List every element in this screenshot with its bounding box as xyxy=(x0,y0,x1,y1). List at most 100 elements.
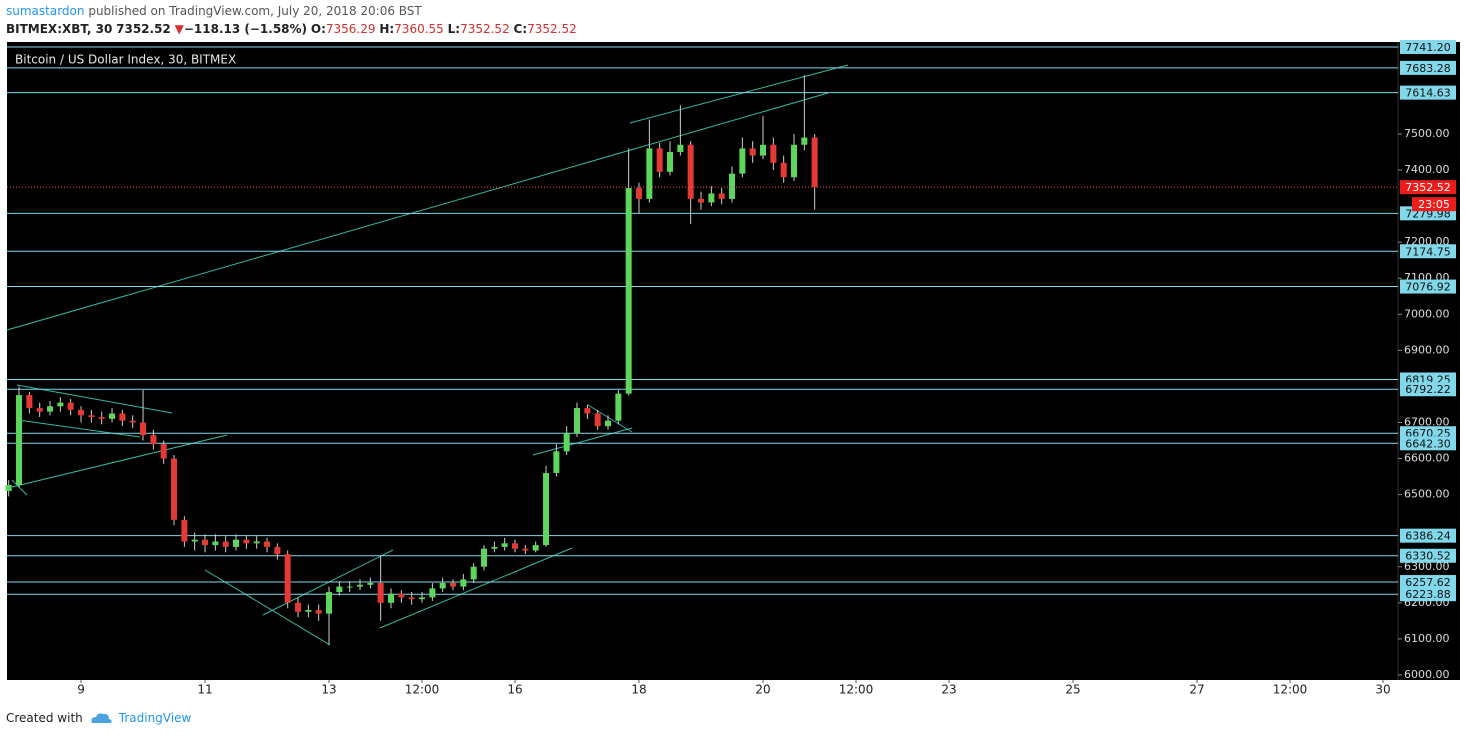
logo-cloud xyxy=(91,713,112,723)
candle-body xyxy=(326,592,333,614)
candle-body xyxy=(315,610,322,614)
level-label-box xyxy=(1400,528,1456,543)
l-label: L: xyxy=(447,22,461,36)
trend-line xyxy=(629,64,849,124)
candle-body xyxy=(129,420,136,423)
candle-body xyxy=(656,148,663,172)
y-tick-label: 6900.00 xyxy=(1404,343,1450,356)
candle-body xyxy=(181,519,188,542)
candle-body xyxy=(305,610,312,612)
x-tick-label: 20 xyxy=(755,683,770,697)
chart: Bitcoin / US Dollar Index, 30, BITMEX 60… xyxy=(5,39,1460,702)
candle-body xyxy=(202,539,209,546)
candle-body xyxy=(646,148,653,199)
candle-body xyxy=(532,545,539,551)
candle-body xyxy=(718,193,725,199)
o: 7356.29 xyxy=(325,22,376,36)
last: 7352.52 xyxy=(116,22,171,36)
candle-body xyxy=(26,395,33,409)
candle-body xyxy=(222,541,229,547)
y-tick-label: 7400.00 xyxy=(1404,163,1450,176)
candle-body xyxy=(667,152,674,172)
y-tick-label: 6600.00 xyxy=(1404,452,1450,465)
y-tick-label: 6500.00 xyxy=(1404,488,1450,501)
c: 7352.52 xyxy=(527,22,577,36)
candle-body xyxy=(284,554,291,603)
candle-body xyxy=(171,458,178,520)
candle-body xyxy=(98,417,105,419)
h-label: H: xyxy=(379,22,395,36)
footer-created: Created with xyxy=(6,711,83,725)
x-tick-label: 12:00 xyxy=(1273,683,1308,697)
candle-body xyxy=(212,541,219,546)
candle-body xyxy=(408,597,415,600)
h: 7360.55 xyxy=(394,22,444,36)
candle-body xyxy=(563,433,570,452)
candle-body xyxy=(295,602,302,612)
candle-body xyxy=(264,541,271,547)
candle-body xyxy=(501,543,508,547)
author[interactable]: sumastardon xyxy=(6,4,85,18)
candle-body xyxy=(512,543,519,549)
x-tick-label: 18 xyxy=(631,683,646,697)
y-tick-label: 7000.00 xyxy=(1404,307,1450,320)
candle-body xyxy=(16,395,23,485)
countdown-box xyxy=(1412,197,1456,212)
candle-body xyxy=(346,586,353,588)
candle-body xyxy=(336,586,343,592)
candle-body xyxy=(357,584,364,587)
x-tick-label: 23 xyxy=(941,683,956,697)
header-line-1: sumastardon published on TradingView.com… xyxy=(6,4,422,18)
countdown: 23:05 xyxy=(1418,198,1450,211)
x-tick-label: 9 xyxy=(77,683,85,697)
candle-body xyxy=(739,148,746,174)
y-tick-label: 6700.00 xyxy=(1404,415,1450,428)
x-tick-label: 30 xyxy=(1375,683,1390,697)
footer-brand[interactable]: TradingView xyxy=(118,711,192,725)
symbol: BITMEX:XBT, 30 xyxy=(6,22,113,36)
candle-body xyxy=(460,579,467,587)
candle-body xyxy=(574,408,581,434)
candle-body xyxy=(594,413,601,427)
candle-body xyxy=(367,582,374,585)
candle-body xyxy=(388,593,395,603)
level-label: 7741.20 xyxy=(1405,41,1451,54)
candle-body xyxy=(88,415,95,418)
candle-body xyxy=(398,593,405,598)
level-label: 7076.92 xyxy=(1405,281,1451,294)
candle-body xyxy=(791,144,798,178)
x-tick-label: 11 xyxy=(197,683,212,697)
level-label: 6330.52 xyxy=(1405,550,1451,563)
candle-body xyxy=(419,597,426,600)
o-label: O: xyxy=(310,22,326,36)
candle-body xyxy=(801,137,808,145)
candle-body xyxy=(78,409,85,416)
candle-body xyxy=(553,451,560,473)
candle-body xyxy=(605,420,612,427)
candle-body xyxy=(191,539,198,542)
candle-body xyxy=(636,188,643,199)
candle-body xyxy=(811,137,818,188)
candle-body xyxy=(481,548,488,567)
candle-body xyxy=(47,406,54,412)
candle-body xyxy=(274,546,281,555)
trend-line xyxy=(6,92,829,331)
level-label-box xyxy=(1400,279,1456,294)
candle-body xyxy=(522,548,529,551)
time-axis xyxy=(7,680,1460,702)
candle-body xyxy=(770,144,777,163)
candle-body xyxy=(57,402,64,407)
x-tick-label: 12:00 xyxy=(405,683,440,697)
candle-body xyxy=(470,566,477,580)
candle-body xyxy=(698,198,705,203)
x-tick-label: 16 xyxy=(507,683,522,697)
trend-line xyxy=(532,427,633,456)
level-label: 6386.24 xyxy=(1405,530,1451,543)
x-tick-label: 12:00 xyxy=(839,683,874,697)
candle-body xyxy=(150,435,157,445)
published: published on TradingView.com, July 20, 2… xyxy=(88,4,422,18)
trend-line xyxy=(17,419,141,438)
candle-body xyxy=(780,162,787,178)
candle-body xyxy=(729,173,736,199)
level-label-box xyxy=(1400,587,1456,602)
